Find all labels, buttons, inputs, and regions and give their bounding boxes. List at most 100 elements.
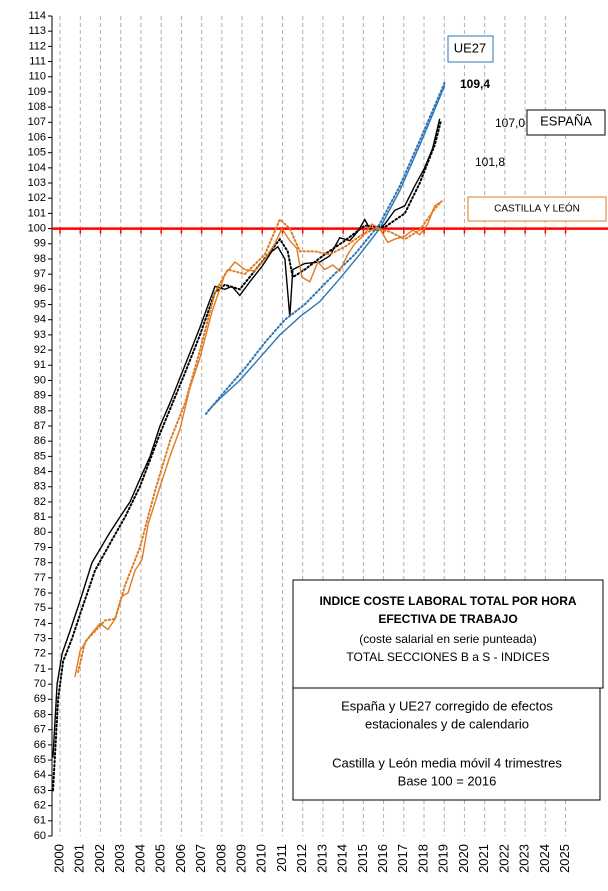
note: Castilla y León media móvil 4 trimestres: [332, 755, 562, 770]
y-tick-label: 106: [28, 131, 46, 143]
x-tick-label: 2012: [294, 844, 309, 873]
y-tick-label: 86: [34, 435, 46, 447]
annotation: UE27: [454, 40, 487, 55]
y-tick-label: 67: [34, 724, 46, 736]
y-tick-label: 66: [34, 739, 46, 751]
x-tick-label: 2024: [537, 844, 552, 873]
x-tick-label: 2004: [132, 844, 147, 873]
y-tick-label: 75: [34, 602, 46, 614]
x-tick-label: 2011: [274, 844, 289, 872]
y-tick-label: 95: [34, 298, 46, 310]
x-tick-label: 2023: [517, 844, 532, 873]
y-tick-label: 109: [28, 86, 46, 98]
y-tick-label: 60: [34, 830, 46, 842]
x-tick-label: 2013: [314, 844, 329, 873]
y-tick-label: 84: [34, 465, 46, 477]
y-tick-label: 98: [34, 253, 46, 265]
annotation: ESPAÑA: [540, 113, 592, 128]
y-tick-label: 61: [34, 815, 46, 827]
x-tick-label: 2009: [233, 844, 248, 873]
y-tick-label: 96: [34, 283, 46, 295]
y-tick-label: 93: [34, 329, 46, 341]
x-tick-label: 2017: [395, 844, 410, 873]
annotation-box: [526, 109, 606, 136]
y-tick-label: 81: [34, 511, 46, 523]
y-tick-label: 64: [34, 769, 46, 781]
y-tick-label: 107: [28, 116, 46, 128]
y-tick-label: 82: [34, 496, 46, 508]
note-box: [292, 687, 601, 801]
y-tick-label: 63: [34, 784, 46, 796]
annotation: 107,0: [495, 116, 525, 130]
y-tick-label: 97: [34, 268, 46, 280]
x-tick-label: 2001: [72, 844, 87, 873]
x-tick-label: 2025: [557, 844, 572, 873]
annotation: 101,8: [475, 155, 505, 169]
chart-subtitle: (coste salarial en serie punteada): [359, 632, 536, 646]
y-tick-label: 74: [34, 617, 46, 629]
annotation-box: [447, 35, 494, 63]
y-tick-label: 110: [28, 71, 46, 83]
x-tick-label: 2003: [112, 844, 127, 873]
annotation: CASTILLA Y LEÓN: [494, 202, 580, 215]
y-tick-label: 108: [28, 101, 46, 113]
x-tick-label: 2002: [92, 844, 107, 873]
y-tick-label: 100: [28, 222, 46, 234]
chart-subtitle: TOTAL SECCIONES B a S - INDICES: [346, 650, 549, 664]
y-tick-label: 111: [29, 55, 46, 67]
x-tick-label: 2019: [436, 844, 451, 873]
chart-title: INDICE COSTE LABORAL TOTAL POR HORA: [319, 594, 576, 608]
x-tick-label: 2018: [415, 844, 430, 873]
x-tick-label: 2016: [375, 844, 390, 873]
y-tick-label: 105: [28, 147, 46, 159]
y-tick-label: 114: [28, 10, 46, 22]
series-line: [207, 85, 446, 412]
y-tick-label: 102: [28, 192, 46, 204]
y-tick-label: 91: [34, 359, 46, 371]
y-tick-label: 90: [34, 374, 46, 386]
x-tick-label: 2022: [496, 844, 511, 873]
y-tick-label: 77: [34, 572, 46, 584]
y-tick-label: 76: [34, 587, 46, 599]
y-tick-label: 92: [34, 344, 46, 356]
series-line: [204, 81, 446, 415]
x-tick-label: 2000: [52, 844, 67, 873]
y-tick-label: 70: [34, 678, 46, 690]
y-tick-label: 85: [34, 450, 46, 462]
x-tick-label: 2020: [456, 844, 471, 873]
y-tick-label: 89: [34, 390, 46, 402]
chart-title: EFECTIVA DE TRABAJO: [378, 612, 517, 626]
y-tick-label: 103: [28, 177, 46, 189]
y-tick-label: 65: [34, 754, 46, 766]
y-tick-label: 78: [34, 557, 46, 569]
x-tick-label: 2006: [173, 844, 188, 873]
y-tick-label: 73: [34, 632, 46, 644]
note: estacionales y de calendario: [365, 716, 529, 731]
x-tick-label: 2010: [254, 844, 269, 873]
y-tick-label: 62: [34, 800, 46, 812]
y-tick-label: 69: [34, 693, 46, 705]
series-line: [74, 200, 443, 678]
x-tick-label: 2014: [335, 844, 350, 873]
title-box: [292, 579, 604, 689]
x-tick-label: 2008: [213, 844, 228, 873]
y-tick-label: 94: [34, 314, 46, 326]
y-tick-label: 113: [28, 25, 46, 37]
y-tick-label: 71: [34, 663, 46, 675]
y-tick-label: 80: [34, 526, 46, 538]
x-tick-label: 2007: [193, 844, 208, 873]
y-tick-label: 87: [34, 420, 46, 432]
y-tick-label: 101: [28, 207, 46, 219]
x-tick-label: 2015: [355, 844, 370, 873]
x-tick-label: 2021: [476, 844, 491, 873]
y-tick-label: 68: [34, 708, 46, 720]
y-tick-label: 79: [34, 541, 46, 553]
y-tick-label: 112: [28, 40, 46, 52]
y-tick-label: 99: [34, 238, 46, 250]
note: España y UE27 corregido de efectos: [341, 698, 553, 713]
x-tick-label: 2005: [153, 844, 168, 873]
annotation: 109,4: [460, 77, 490, 91]
annotation-box: [467, 196, 607, 222]
note: Base 100 = 2016: [398, 773, 497, 788]
